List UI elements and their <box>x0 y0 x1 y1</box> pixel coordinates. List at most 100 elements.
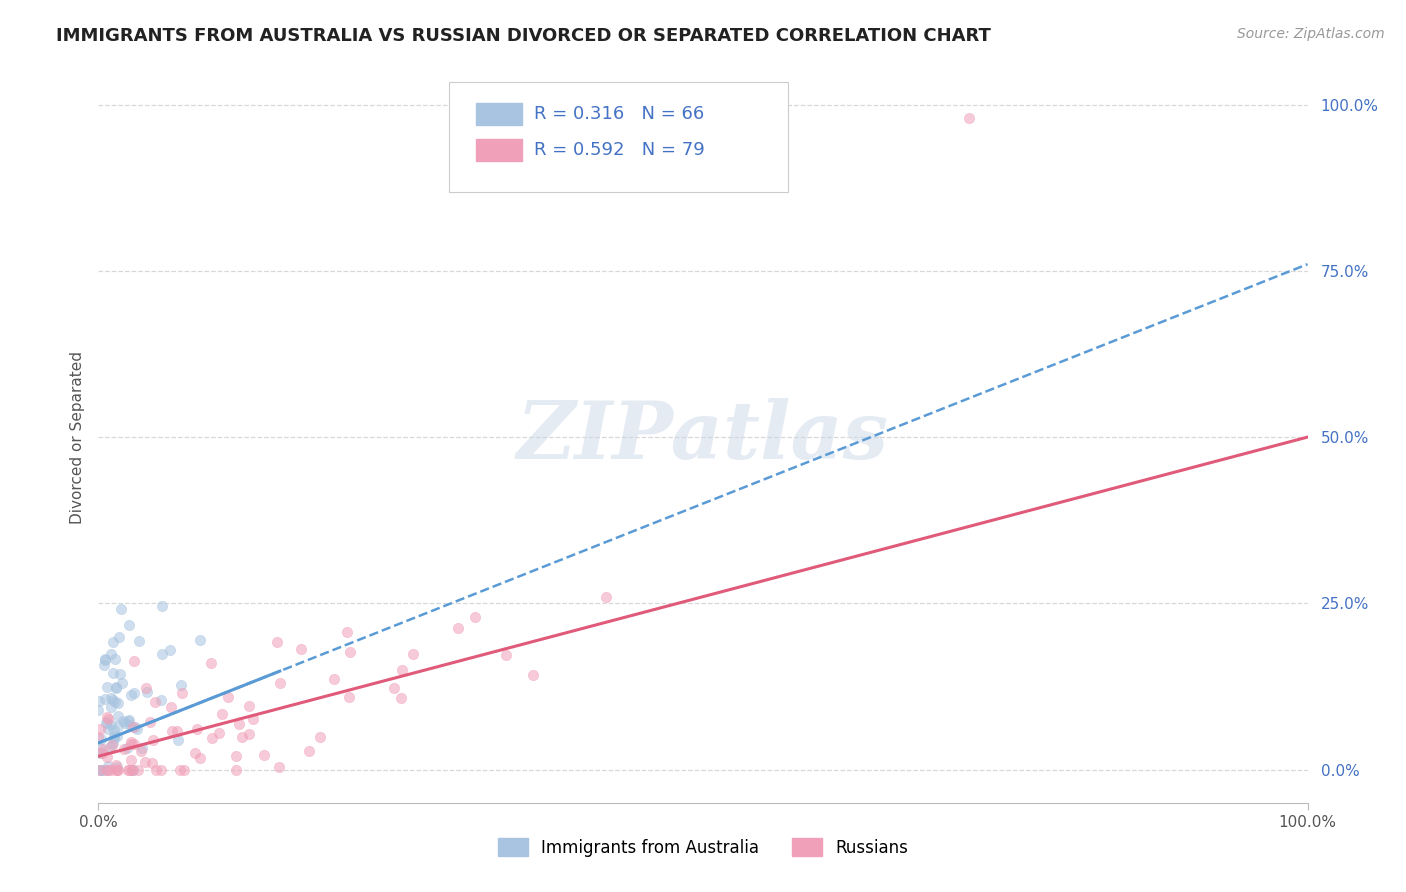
Immigrants from Australia <box>94 716 117 731</box>
Immigrants from Australia <box>103 736 125 750</box>
Russians <box>141 756 163 770</box>
Russians <box>298 743 321 757</box>
Russians <box>166 724 188 739</box>
Russians <box>957 111 980 125</box>
Russians <box>96 750 118 764</box>
Immigrants from Australia <box>121 763 143 777</box>
Russians <box>402 647 425 661</box>
Russians <box>337 690 360 704</box>
Immigrants from Australia <box>100 647 122 661</box>
Legend: Immigrants from Australia, Russians: Immigrants from Australia, Russians <box>498 838 908 856</box>
Immigrants from Australia <box>107 708 129 723</box>
Russians <box>145 763 167 777</box>
Russians <box>87 730 110 744</box>
Immigrants from Australia <box>135 685 157 699</box>
Immigrants from Australia <box>104 681 127 695</box>
Russians <box>160 700 183 714</box>
Immigrants from Australia <box>131 741 153 756</box>
Russians <box>183 747 205 761</box>
Russians <box>127 763 149 777</box>
Russians <box>100 763 122 777</box>
Russians <box>495 648 517 662</box>
Russians <box>96 763 118 777</box>
Russians <box>122 737 145 751</box>
Russians <box>238 698 260 713</box>
Russians <box>382 681 405 695</box>
Immigrants from Australia <box>101 635 124 649</box>
Russians <box>200 657 222 671</box>
Russians <box>122 654 145 668</box>
Text: R = 0.316   N = 66: R = 0.316 N = 66 <box>534 104 704 123</box>
Russians <box>120 735 142 749</box>
Immigrants from Australia <box>101 692 124 706</box>
Russians <box>231 730 253 744</box>
FancyBboxPatch shape <box>449 82 787 192</box>
Immigrants from Australia <box>124 686 146 700</box>
Russians <box>464 609 486 624</box>
Immigrants from Australia <box>94 692 117 706</box>
Immigrants from Australia <box>101 666 124 681</box>
Bar <box>475 139 522 161</box>
Immigrants from Australia <box>115 741 138 756</box>
Immigrants from Australia <box>114 716 136 731</box>
Immigrants from Australia <box>96 763 118 777</box>
Russians <box>173 763 195 777</box>
Russians <box>89 722 111 736</box>
Immigrants from Australia <box>90 763 112 777</box>
Immigrants from Australia <box>188 633 211 648</box>
Immigrants from Australia <box>121 763 143 777</box>
Immigrants from Australia <box>127 722 149 736</box>
Russians <box>135 681 157 695</box>
Russians <box>118 763 141 777</box>
Russians <box>121 763 143 777</box>
Immigrants from Australia <box>159 643 181 657</box>
Russians <box>96 710 118 724</box>
Immigrants from Australia <box>108 630 131 644</box>
Russians <box>389 691 412 706</box>
Immigrants from Australia <box>118 714 141 728</box>
Immigrants from Australia <box>170 677 193 691</box>
Russians <box>105 763 128 777</box>
Russians <box>253 748 276 763</box>
Russians <box>225 748 247 763</box>
Russians <box>150 763 173 777</box>
Immigrants from Australia <box>93 652 115 666</box>
Immigrants from Australia <box>98 739 121 754</box>
Immigrants from Australia <box>104 695 127 709</box>
Russians <box>105 758 128 772</box>
Russians <box>94 763 117 777</box>
Russians <box>188 750 211 764</box>
Immigrants from Australia <box>97 759 120 773</box>
Immigrants from Australia <box>94 653 117 667</box>
Russians <box>129 744 152 758</box>
Immigrants from Australia <box>104 652 127 666</box>
Text: ZIPatlas: ZIPatlas <box>517 399 889 475</box>
Russians <box>186 722 208 736</box>
Russians <box>595 591 617 605</box>
Immigrants from Australia <box>105 760 128 774</box>
Russians <box>207 725 229 739</box>
Russians <box>201 731 224 745</box>
Immigrants from Australia <box>108 666 131 681</box>
Russians <box>97 712 120 726</box>
Immigrants from Australia <box>167 733 190 747</box>
Immigrants from Australia <box>117 714 139 728</box>
Russians <box>217 690 239 704</box>
Russians <box>143 695 166 709</box>
Immigrants from Australia <box>97 722 120 736</box>
Russians <box>91 742 114 756</box>
Bar <box>475 103 522 125</box>
Russians <box>121 720 143 734</box>
Immigrants from Australia <box>96 715 118 730</box>
Immigrants from Australia <box>89 746 111 760</box>
Russians <box>170 686 193 700</box>
Immigrants from Australia <box>96 681 118 695</box>
Russians <box>91 747 114 761</box>
Text: R = 0.592   N = 79: R = 0.592 N = 79 <box>534 141 704 160</box>
Immigrants from Australia <box>89 763 111 777</box>
Immigrants from Australia <box>111 676 134 690</box>
Immigrants from Australia <box>107 696 129 710</box>
Russians <box>101 738 124 752</box>
Russians <box>290 641 312 656</box>
Russians <box>89 763 111 777</box>
